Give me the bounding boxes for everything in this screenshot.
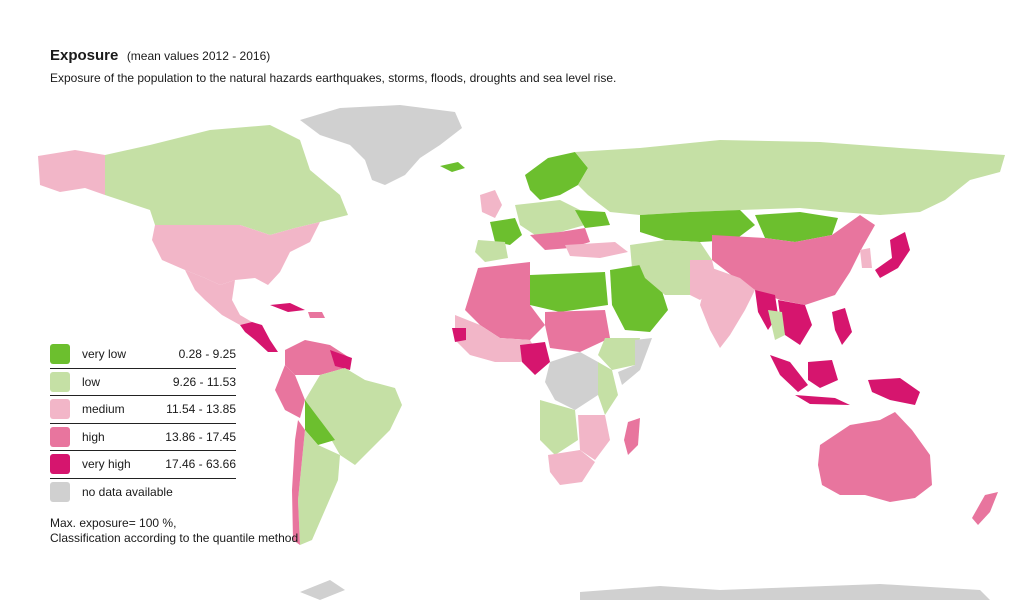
region-borneo <box>808 360 838 388</box>
region-france <box>490 218 522 245</box>
region-peru <box>275 365 305 418</box>
region-cuba <box>270 303 305 312</box>
region-ukraine <box>575 210 610 228</box>
footnote-line-2: Classification according to the quantile… <box>50 531 299 545</box>
region-korea <box>860 248 872 268</box>
region-venezuela-colombia <box>285 340 350 375</box>
region-java <box>795 395 850 405</box>
region-antarctica <box>300 580 990 600</box>
region-guianas <box>330 350 352 370</box>
region-russia <box>575 140 1005 215</box>
region-scandinavia <box>525 152 588 200</box>
region-india <box>700 268 755 348</box>
title-note: (mean values 2012 - 2016) <box>126 49 271 63</box>
region-somalia <box>618 338 652 385</box>
legend-label: high <box>82 429 105 444</box>
legend-label: very high <box>82 457 131 472</box>
legend-label: low <box>82 374 101 389</box>
region-china <box>712 215 875 305</box>
region-senegal <box>452 328 466 342</box>
region-mongolia <box>755 212 838 242</box>
region-mexico <box>185 270 252 325</box>
region-bolivia <box>305 400 335 445</box>
region-indochina <box>778 300 812 345</box>
region-japan <box>875 232 910 278</box>
region-uk <box>480 190 502 218</box>
legend-range: 17.46 - 63.66 <box>165 457 236 472</box>
map-legend: very low 0.28 - 9.25 low 9.26 - 11.53 me… <box>50 341 236 505</box>
region-cameroon-nigeria <box>520 342 550 375</box>
region-turkey <box>565 242 628 258</box>
region-east-africa <box>598 362 618 415</box>
region-argentina <box>298 430 340 545</box>
world-map <box>38 105 1005 600</box>
region-southern-africa <box>548 450 595 485</box>
region-usa <box>152 222 320 285</box>
region-philippines <box>832 308 852 345</box>
legend-row: no data available <box>50 479 236 506</box>
legend-swatch <box>50 426 70 447</box>
region-brazil <box>305 368 402 465</box>
legend-swatch <box>50 344 70 365</box>
region-north-africa <box>465 262 545 340</box>
region-iran <box>635 252 695 295</box>
map-subtitle: Exposure of the population to the natura… <box>50 71 617 85</box>
region-iberia <box>475 240 508 262</box>
legend-swatch <box>50 481 70 502</box>
legend-range: 9.26 - 11.53 <box>172 374 236 389</box>
region-madagascar <box>624 418 640 455</box>
region-hispaniola <box>308 312 325 318</box>
region-thailand <box>768 310 785 340</box>
region-central-europe <box>515 200 585 235</box>
region-ethiopia <box>598 338 640 370</box>
legend-row: low 9.26 - 11.53 <box>50 369 236 396</box>
region-new-guinea <box>868 378 920 405</box>
legend-row: medium 11.54 - 13.85 <box>50 396 236 424</box>
footnote-line-1: Max. exposure= 100 %, <box>50 516 177 530</box>
region-new-zealand <box>972 492 998 525</box>
region-angola <box>540 400 578 455</box>
legend-row: very low 0.28 - 9.25 <box>50 341 236 369</box>
legend-label: medium <box>82 402 125 417</box>
region-west-africa <box>455 315 540 362</box>
legend-row: high 13.86 - 17.45 <box>50 424 236 451</box>
region-central-america <box>240 322 278 352</box>
region-australia <box>818 412 932 502</box>
map-header: Exposure (mean values 2012 - 2016) Expos… <box>50 47 616 85</box>
region-kazakhstan <box>640 210 755 242</box>
title-text: Exposure <box>50 47 119 64</box>
region-sumatra <box>770 355 808 392</box>
legend-swatch <box>50 371 70 392</box>
map-title: Exposure (mean values 2012 - 2016) <box>50 47 616 65</box>
region-congo <box>545 352 598 410</box>
legend-range: 11.54 - 13.85 <box>166 402 236 417</box>
region-chile <box>292 420 305 545</box>
region-canada <box>105 125 348 235</box>
region-mozambique <box>578 415 610 460</box>
region-greenland <box>300 105 462 185</box>
legend-swatch <box>50 454 70 475</box>
legend-label: no data available <box>82 484 173 499</box>
region-alaska <box>38 150 105 195</box>
region-iceland <box>440 162 465 172</box>
legend-range: 13.86 - 17.45 <box>165 429 236 444</box>
legend-row: very high 17.46 - 63.66 <box>50 451 236 479</box>
legend-label: very low <box>82 347 127 362</box>
legend-range: 0.28 - 9.25 <box>178 347 236 362</box>
region-egypt-libya <box>530 272 608 312</box>
region-sudan-chad <box>545 310 610 352</box>
legend-footnote: Max. exposure= 100 %, Classification acc… <box>50 516 298 546</box>
legend-swatch <box>50 399 70 420</box>
